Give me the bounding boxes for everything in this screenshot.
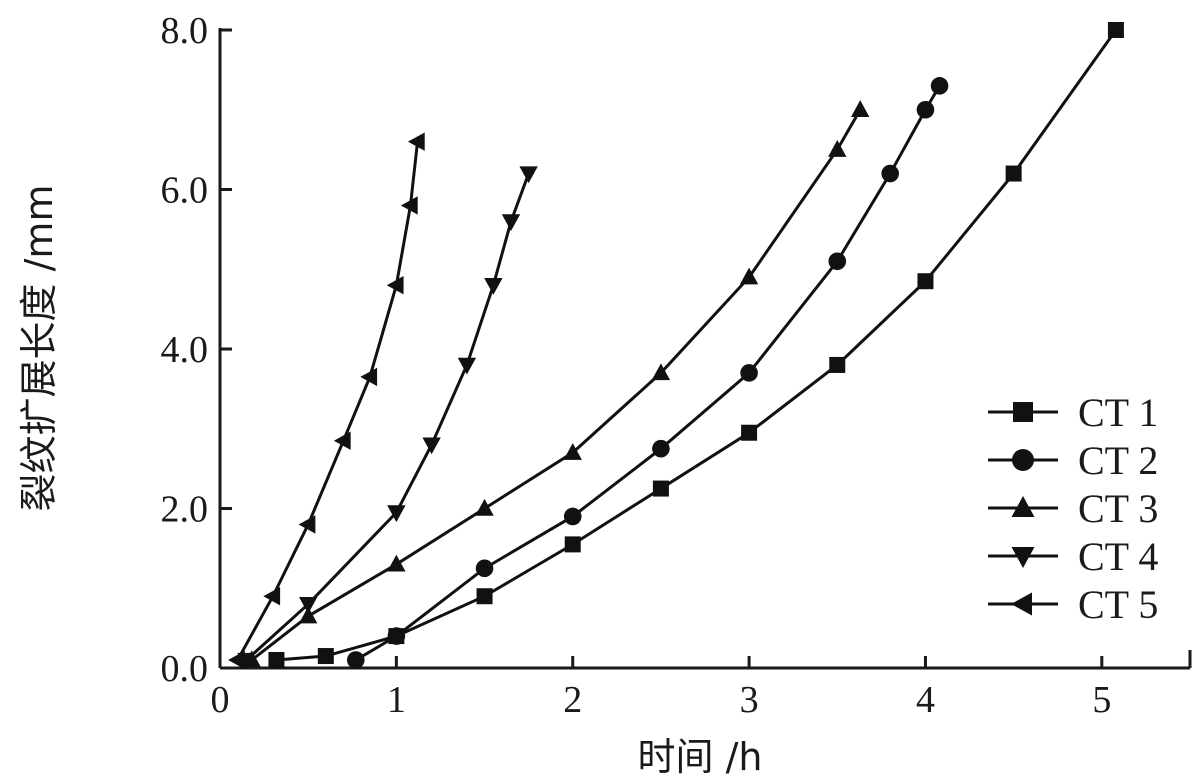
- x-axis-title: 时间 /h: [638, 735, 763, 779]
- axes: [218, 28, 1192, 670]
- data-point-square: [317, 648, 334, 665]
- legend-item: CT 1: [988, 390, 1158, 435]
- legend-label: CT 3: [1078, 486, 1158, 531]
- legend-item: CT 2: [988, 438, 1158, 483]
- data-point-triangle-left: [333, 431, 351, 450]
- series-1: [268, 22, 1124, 669]
- series-line: [276, 29, 1118, 662]
- data-point-triangle-down: [457, 357, 477, 375]
- data-point-triangle-up: [651, 363, 671, 381]
- data-point-square: [652, 480, 669, 497]
- data-point-triangle-up: [1011, 496, 1035, 517]
- data-point-circle: [387, 627, 406, 645]
- legend: CT 1CT 2CT 3CT 4CT 5: [988, 390, 1158, 627]
- series-5: [228, 132, 425, 670]
- data-point-circle: [916, 100, 935, 119]
- data-point-circle: [652, 439, 670, 458]
- legend-label: CT 2: [1078, 438, 1158, 483]
- series-line: [245, 173, 531, 662]
- y-tick-label: 8.0: [161, 10, 209, 52]
- data-point-triangle-down: [484, 278, 503, 295]
- data-point-circle: [347, 651, 365, 669]
- data-point-triangle-left: [1011, 592, 1032, 616]
- legend-item: CT 3: [988, 486, 1158, 531]
- series-layer: [228, 22, 1124, 670]
- y-tick-label: 0.0: [161, 648, 209, 690]
- data-point-square: [741, 424, 758, 441]
- x-tick-label: 5: [1092, 679, 1111, 721]
- data-point-triangle-left: [360, 367, 378, 387]
- data-point-triangle-left: [298, 515, 316, 534]
- data-point-square: [476, 588, 493, 605]
- y-tick-label: 2.0: [161, 489, 209, 531]
- data-point-triangle-up: [828, 140, 847, 157]
- series-3: [242, 100, 870, 668]
- data-point-square: [917, 273, 934, 290]
- data-point-triangle-left: [400, 196, 418, 215]
- data-point-circle: [881, 164, 899, 183]
- data-point-triangle-down: [1011, 547, 1035, 568]
- legend-item: CT 4: [988, 534, 1158, 579]
- data-point-triangle-down: [298, 597, 318, 614]
- x-tick-label: 2: [563, 679, 582, 721]
- data-point-triangle-down: [387, 505, 406, 523]
- data-point-triangle-left: [407, 132, 425, 151]
- x-tick-label: 0: [211, 679, 230, 721]
- data-point-triangle-left: [386, 276, 404, 295]
- x-tick-label: 1: [387, 679, 406, 721]
- data-point-circle: [740, 364, 758, 382]
- legend-item: CT 5: [988, 582, 1158, 627]
- data-point-circle: [930, 77, 949, 95]
- data-point-square: [564, 536, 581, 553]
- data-point-circle: [1012, 449, 1034, 471]
- legend-label: CT 1: [1078, 390, 1158, 435]
- data-point-triangle-up: [387, 554, 406, 572]
- data-point-square: [829, 356, 846, 373]
- data-point-triangle-up: [298, 606, 318, 624]
- series-4: [237, 166, 538, 670]
- x-ticks: 0 1 2 3 4 5: [211, 656, 1111, 721]
- data-point-circle: [563, 507, 582, 526]
- series-line: [355, 85, 941, 662]
- data-point-triangle-up: [851, 100, 870, 117]
- data-point-triangle-down: [501, 214, 521, 231]
- data-point-triangle-up: [739, 267, 759, 285]
- data-point-square: [268, 652, 285, 669]
- data-point-triangle-down: [519, 166, 538, 184]
- legend-label: CT 4: [1078, 534, 1158, 579]
- data-point-square: [1107, 22, 1124, 38]
- data-point-circle: [475, 559, 494, 578]
- data-point-square: [1005, 165, 1022, 182]
- y-tick-label: 4.0: [161, 329, 209, 371]
- data-point-triangle-down: [422, 437, 441, 455]
- data-point-circle: [828, 252, 847, 271]
- x-tick-label: 4: [916, 679, 935, 721]
- data-point-triangle-left: [263, 587, 281, 606]
- series-line: [236, 141, 420, 661]
- data-point-triangle-left: [228, 650, 245, 670]
- x-tick-label: 3: [740, 679, 759, 721]
- legend-label: CT 5: [1078, 582, 1158, 627]
- data-point-square: [1013, 402, 1033, 422]
- series-line: [250, 109, 862, 662]
- series-2: [347, 77, 949, 669]
- y-ticks: 0.0 2.0 4.0 6.0 8.0: [161, 10, 232, 690]
- data-point-triangle-up: [563, 443, 582, 460]
- y-tick-label: 6.0: [161, 170, 209, 212]
- data-point-triangle-up: [475, 498, 494, 516]
- y-axis-title: 裂纹扩展长度 /mm: [17, 185, 61, 512]
